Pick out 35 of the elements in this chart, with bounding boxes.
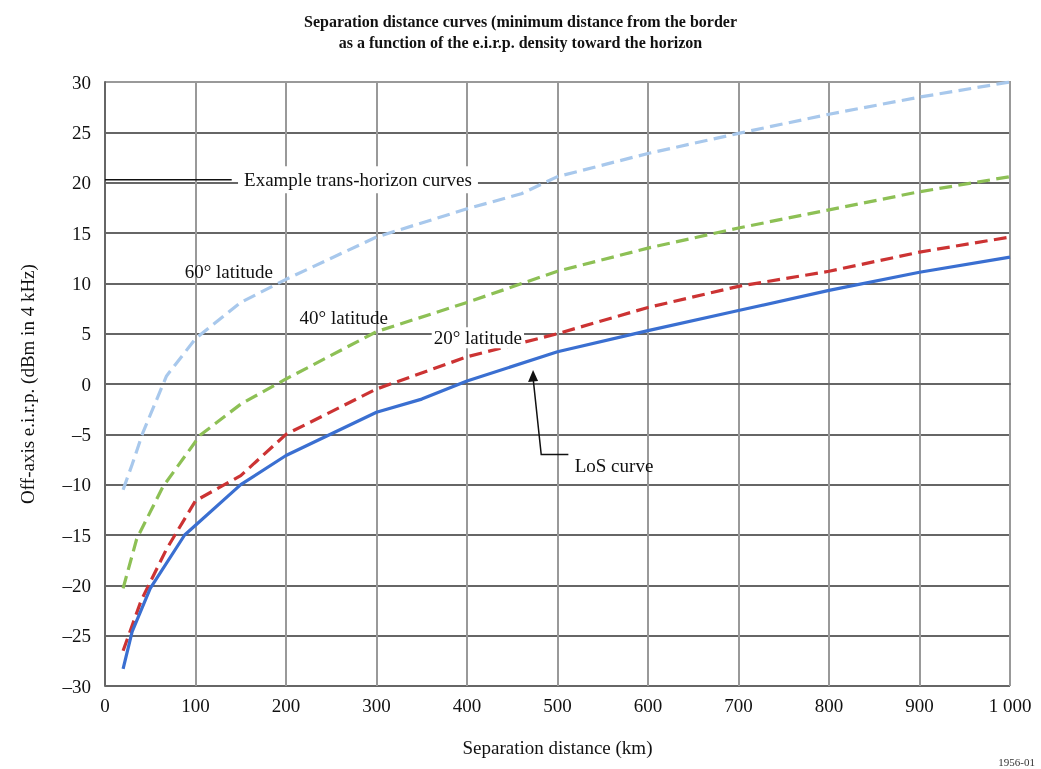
y-tick-label: –20	[61, 574, 91, 596]
x-axis-title: Separation distance (km)	[462, 737, 653, 759]
x-tick-label: 0	[100, 695, 110, 716]
y-tick-label: 20	[72, 172, 91, 194]
y-tick-label: –5	[71, 423, 91, 445]
annotation: LoS curve	[574, 455, 654, 477]
chart-title: Separation distance curves (minimum distance from the border as a function of the e.i.r.p. density toward the horizon	[304, 13, 737, 52]
y-tick-label: 25	[72, 121, 91, 143]
x-tick-label: 300	[362, 695, 391, 716]
x-tick-label: 600	[633, 695, 663, 716]
y-tick-label: 10	[72, 272, 91, 294]
y-tick-label: –15	[61, 524, 91, 546]
y-tick-label: 0	[81, 373, 91, 395]
x-tick-label: 900	[905, 695, 934, 716]
series-label: 20° latitude	[433, 327, 523, 349]
y-tick-label: –10	[61, 474, 91, 496]
x-tick-label: 1 000	[988, 695, 1032, 716]
series-label: 60° latitude	[184, 260, 273, 282]
text: 1956-01	[998, 755, 1036, 768]
x-tick-label: 700	[724, 695, 753, 716]
x-tick-label: 500	[543, 695, 572, 716]
line-series	[121, 175, 1012, 590]
y-tick-label: 30	[72, 71, 91, 93]
x-tick-label: 200	[271, 695, 301, 716]
annotation: Example trans-horizon curves	[244, 169, 472, 191]
series-label: 40° latitude	[299, 307, 388, 329]
y-tick-label: 15	[72, 222, 91, 244]
y-axis-title: Off-axis e.i.r.p. (dBm in 4 kHz)	[17, 264, 39, 504]
y-tick-label: –30	[61, 675, 91, 697]
y-tick-label: 5	[81, 323, 91, 345]
line-series	[121, 80, 1012, 492]
x-tick-label: 400	[452, 695, 482, 716]
y-tick-label: –25	[61, 625, 91, 647]
x-tick-label: 100	[181, 695, 210, 716]
x-tick-label: 800	[814, 695, 844, 716]
